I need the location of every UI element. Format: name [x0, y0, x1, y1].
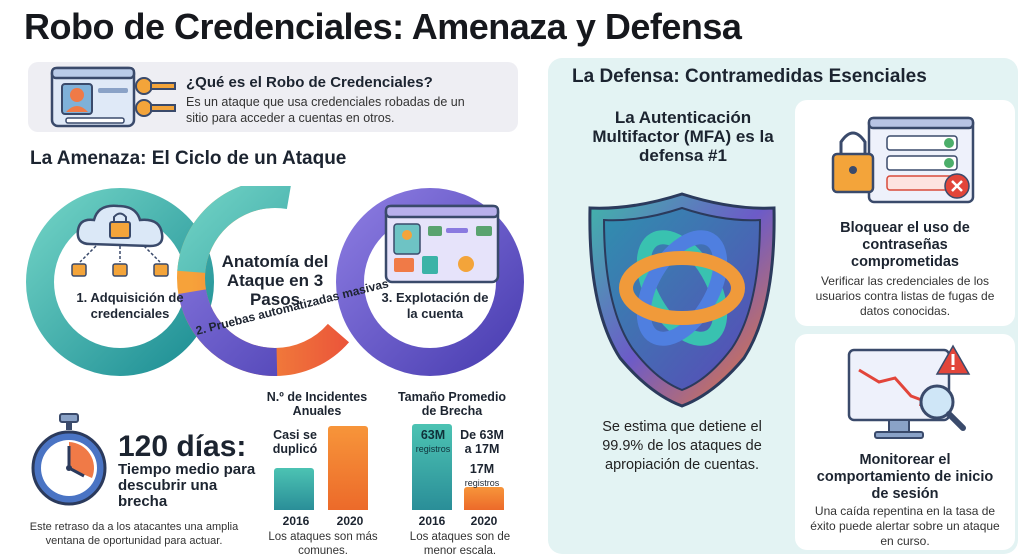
bar-incidents-2016	[274, 468, 314, 510]
days-note: Este retraso da a los atacantes una ampl…	[29, 521, 239, 547]
monitor-chart-alert-icon	[847, 344, 971, 439]
card2-desc: Una caída repentina en la tasa de éxito …	[810, 504, 1000, 548]
chart-bars-breach	[408, 422, 508, 510]
days-value: 120 días:	[118, 430, 247, 463]
intro-question: ¿Qué es el Robo de Credenciales?	[186, 74, 433, 91]
chart-bars-incidents	[268, 424, 378, 510]
stopwatch-icon	[31, 413, 107, 506]
breach-bar1-label: 63M registros	[410, 428, 456, 456]
card-block-passwords: Bloquear el uso de contraseñas compromet…	[795, 100, 1015, 326]
lock-password-icon	[831, 116, 975, 204]
breach-note: Los ataques son de menor escala.	[409, 531, 511, 557]
bar-incidents-2020	[328, 426, 368, 510]
browser-account-icon	[384, 204, 500, 284]
incidents-year-2016: 2016	[282, 514, 310, 528]
days-label: Tiempo medio para descubrir una brecha	[118, 461, 256, 510]
attack-cycle-diagram	[26, 186, 524, 376]
breach-change: De 63M a 17M	[460, 428, 504, 456]
card2-title: Monitorear el comportamiento de inicio d…	[816, 452, 994, 502]
breach-bar2-value: 17M	[469, 462, 495, 476]
breach-chart-title: Tamaño Promedio de Brecha	[397, 390, 507, 418]
card-monitor-logins: Monitorear el comportamiento de inicio d…	[795, 334, 1015, 550]
bar-breach-2020	[464, 487, 504, 510]
card1-title: Bloquear el uso de contraseñas compromet…	[840, 220, 970, 270]
mfa-description: Se estima que detiene el 99.9% de los at…	[602, 419, 762, 473]
incidents-chart-title: N.º de Incidentes Anuales	[266, 390, 368, 418]
breach-bar1-unit: registros	[415, 444, 451, 454]
breach-bar2-unit: registros	[464, 478, 500, 488]
bar-breach-2016	[412, 424, 452, 510]
incidents-year-2020: 2020	[336, 514, 364, 528]
incidents-note: Los ataques son más comunes.	[268, 531, 378, 557]
step-3-label: 3. Explotación de la cuenta	[381, 290, 489, 321]
threat-heading: La Amenaza: El Ciclo de un Ataque	[30, 148, 347, 169]
mfa-title: La Autenticación Multifactor (MFA) es la…	[592, 108, 774, 165]
step-1-label: 1. Adquisición de credenciales	[76, 290, 184, 321]
page-title: Robo de Credenciales: Amenaza y Defensa	[24, 6, 742, 47]
defense-heading: La Defensa: Contramedidas Esenciales	[572, 66, 927, 87]
breach-year-2020: 2020	[470, 514, 498, 528]
incidents-annotation: Casi se duplicó	[272, 428, 318, 456]
shield-icon	[588, 192, 776, 408]
breach-bar1-value: 63M	[420, 428, 446, 442]
cycle-center-label: Anatomía del Ataque en 3 Pasos	[221, 252, 329, 309]
breach-bar2-label: 17M registros	[460, 462, 504, 490]
cloud-locks-icon	[71, 204, 169, 277]
intro-answer: Es un ataque que usa credenciales robada…	[186, 95, 465, 125]
card1-desc: Verificar las credenciales de los usuari…	[815, 274, 995, 318]
breach-year-2016: 2016	[418, 514, 446, 528]
profile-card-keys-icon	[50, 66, 176, 128]
